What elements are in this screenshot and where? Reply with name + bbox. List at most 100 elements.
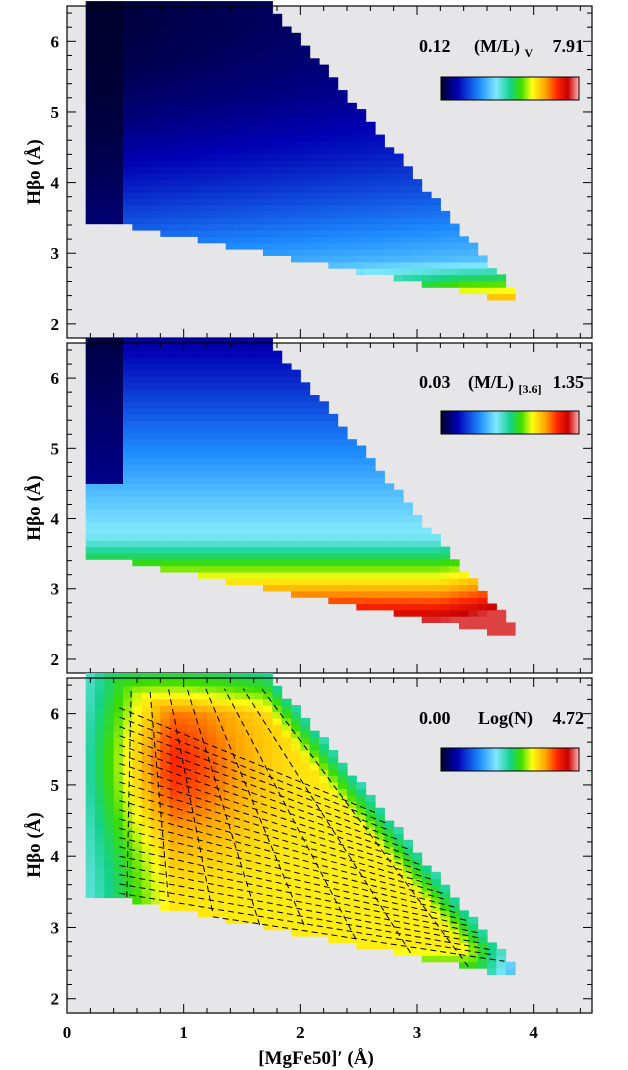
- heatmap-cell: [104, 534, 115, 541]
- heatmap-cell: [197, 58, 208, 66]
- heatmap-cell: [160, 673, 171, 680]
- heatmap-cell: [365, 552, 376, 560]
- heatmap-cell: [141, 483, 152, 491]
- heatmap-cell: [309, 464, 320, 472]
- heatmap-cell: [207, 756, 217, 764]
- heatmap-cell: [141, 90, 152, 98]
- heatmap-cell: [272, 897, 283, 905]
- heatmap-cell: [160, 420, 171, 428]
- heatmap-cell: [104, 477, 115, 484]
- heatmap-cell: [337, 96, 348, 104]
- heatmap-cell: [95, 521, 105, 529]
- heatmap-cell: [319, 121, 329, 129]
- heatmap-cell: [309, 590, 320, 598]
- heatmap-cell: [151, 217, 161, 225]
- heatmap-cell: [113, 477, 124, 484]
- heatmap-cell: [319, 559, 329, 567]
- heatmap-cell: [188, 210, 199, 218]
- heatmap-cell: [179, 521, 189, 529]
- heatmap-cell: [207, 502, 217, 510]
- heatmap-cell: [123, 698, 133, 706]
- heatmap-cell: [281, 432, 292, 440]
- heatmap-cell: [291, 426, 301, 434]
- heatmap-cell: [263, 458, 273, 465]
- heatmap-cell: [95, 775, 105, 783]
- heatmap-cell: [272, 571, 283, 579]
- heatmap-cell: [319, 439, 329, 447]
- heatmap-cell: [263, 382, 273, 390]
- heatmap-cell: [225, 26, 236, 34]
- heatmap-cell: [431, 204, 441, 212]
- heatmap-cell: [113, 432, 124, 440]
- heatmap-cell: [356, 865, 367, 873]
- heatmap-cell: [179, 673, 189, 680]
- heatmap-cell: [160, 140, 171, 148]
- heatmap-cell: [253, 160, 264, 167]
- heatmap-cell: [449, 242, 460, 250]
- heatmap-cell: [151, 515, 161, 522]
- heatmap-cell: [225, 236, 236, 244]
- heatmap-cell: [468, 609, 479, 617]
- heatmap-cell: [141, 820, 152, 828]
- heatmap-cell: [197, 891, 208, 899]
- heatmap-cell: [487, 948, 497, 956]
- heatmap-cell: [281, 223, 292, 231]
- heatmap-cell: [225, 1, 236, 9]
- heatmap-cell: [113, 515, 124, 522]
- heatmap-cell: [197, 147, 208, 155]
- heatmap-cell: [384, 590, 395, 598]
- heatmap-cell: [216, 338, 227, 345]
- heatmap-cell: [253, 698, 264, 706]
- heatmap-cell: [113, 217, 124, 225]
- heatmap-cell: [319, 878, 329, 886]
- heatmap-cell: [300, 179, 311, 187]
- heatmap-cell: [197, 102, 208, 110]
- heatmap-cell: [235, 451, 245, 459]
- heatmap-cell: [207, 344, 217, 352]
- heatmap-cell: [113, 483, 124, 491]
- heatmap-cell: [141, 673, 152, 680]
- heatmap-cell: [197, 96, 208, 104]
- heatmap-cell: [197, 502, 208, 510]
- heatmap-cell: [113, 140, 124, 148]
- heatmap-cell: [300, 242, 311, 250]
- heatmap-cell: [123, 413, 133, 421]
- heatmap-cell: [207, 179, 217, 187]
- heatmap-cell: [113, 769, 124, 777]
- heatmap-cell: [384, 942, 395, 950]
- heatmap-cell: [169, 891, 180, 899]
- panel-2-colorbar-max: 1.35: [553, 372, 585, 392]
- heatmap-cell: [487, 942, 497, 950]
- heatmap-cell: [235, 730, 245, 738]
- heatmap-cell: [319, 489, 329, 497]
- heatmap-cell: [113, 846, 124, 854]
- heatmap-cell: [393, 897, 404, 905]
- heatmap-cell: [375, 814, 385, 822]
- heatmap-cell: [207, 794, 217, 802]
- heatmap-cell: [85, 426, 96, 434]
- heatmap-cell: [197, 191, 208, 199]
- heatmap-cell: [263, 357, 273, 364]
- heatmap-cell: [328, 134, 339, 142]
- heatmap-cell: [244, 51, 255, 59]
- heatmap-cell: [132, 859, 143, 866]
- heatmap-cell: [253, 750, 264, 757]
- heatmap-cell: [384, 584, 395, 592]
- heatmap-cell: [151, 483, 161, 491]
- heatmap-cell: [281, 737, 292, 745]
- heatmap-cell: [300, 102, 311, 110]
- heatmap-cell: [384, 261, 395, 269]
- heatmap-cell: [160, 839, 171, 847]
- heatmap-cell: [188, 775, 199, 783]
- heatmap-cell: [337, 552, 348, 560]
- heatmap-cell: [281, 788, 292, 796]
- heatmap-cell: [356, 458, 367, 465]
- heatmap-cell: [132, 711, 143, 719]
- y-tick-label: 4: [51, 174, 60, 193]
- heatmap-cell: [188, 794, 199, 802]
- heatmap-cell: [141, 407, 152, 415]
- heatmap-cell: [151, 413, 161, 421]
- heatmap-cell: [412, 198, 423, 206]
- heatmap-cell: [113, 794, 124, 802]
